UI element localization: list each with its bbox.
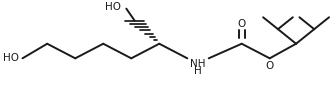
Text: NH: NH — [190, 59, 206, 69]
Text: O: O — [237, 19, 246, 29]
Text: H: H — [194, 66, 202, 76]
Text: HO: HO — [105, 2, 121, 12]
Text: HO: HO — [3, 53, 19, 63]
Text: O: O — [266, 61, 274, 71]
